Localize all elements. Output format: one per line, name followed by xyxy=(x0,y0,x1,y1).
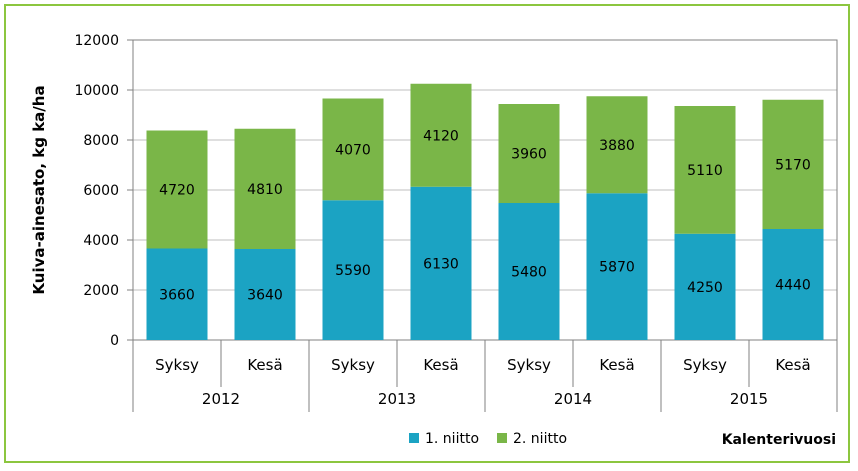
bar-segment-1 xyxy=(674,233,736,340)
data-label: 5170 xyxy=(775,157,811,173)
bar-segment-1 xyxy=(322,200,384,340)
bar-segment-2 xyxy=(498,104,560,203)
bar-segment-2 xyxy=(146,130,208,249)
data-label: 5480 xyxy=(511,265,547,281)
x-tick-label: Syksy xyxy=(507,356,551,374)
bar-segment-2 xyxy=(322,98,384,201)
y-tick-label: 0 xyxy=(110,333,119,349)
bar-segment-1 xyxy=(146,248,208,340)
x-tick-label: Syksy xyxy=(155,356,199,374)
bar-segment-2 xyxy=(234,128,296,249)
data-label: 5590 xyxy=(335,263,371,279)
x-group-label: 2014 xyxy=(554,390,592,408)
bar-segment-1 xyxy=(234,249,296,340)
x-group-label: 2013 xyxy=(378,390,416,408)
data-label: 3960 xyxy=(511,147,547,163)
data-label: 6130 xyxy=(423,256,459,272)
x-group-label: 2015 xyxy=(730,390,768,408)
data-label: 4070 xyxy=(335,142,371,158)
data-label: 3660 xyxy=(159,287,195,303)
y-tick-label: 2000 xyxy=(83,283,119,299)
bar-segment-1 xyxy=(762,229,824,340)
data-label: 5110 xyxy=(687,163,723,179)
bar-segment-2 xyxy=(674,106,736,234)
data-label: 4440 xyxy=(775,278,811,294)
legend: 1. niitto 2. niitto xyxy=(409,431,567,447)
x-tick-label: Kesä xyxy=(775,356,810,374)
y-axis-label: Kuiva-ainesato, kg ka/ha xyxy=(30,85,48,294)
bar-segment-1 xyxy=(498,203,560,340)
x-group-label: 2012 xyxy=(202,390,240,408)
x-tick-label: Syksy xyxy=(331,356,375,374)
data-label: 3880 xyxy=(599,138,635,154)
bar-segment-1 xyxy=(410,186,472,340)
bar-segment-2 xyxy=(762,99,824,229)
bar-segment-2 xyxy=(586,96,648,194)
x-tick-label: Syksy xyxy=(683,356,727,374)
data-label: 4810 xyxy=(247,182,283,198)
data-label: 4120 xyxy=(423,128,459,144)
data-label: 4720 xyxy=(159,183,195,199)
y-tick-label: 10000 xyxy=(74,83,119,99)
legend-swatch-2 xyxy=(497,433,507,443)
x-tick-label: Kesä xyxy=(247,356,282,374)
y-tick-label: 4000 xyxy=(83,233,119,249)
data-label: 3640 xyxy=(247,288,283,304)
x-axis-title: Kalenterivuosi xyxy=(722,432,836,448)
y-tick-label: 6000 xyxy=(83,183,119,199)
bar-segment-1 xyxy=(586,193,648,340)
legend-label-1: 1. niitto xyxy=(425,431,479,447)
bar-segment-2 xyxy=(410,83,472,187)
x-tick-label: Kesä xyxy=(423,356,458,374)
data-label: 4250 xyxy=(687,280,723,296)
data-label: 5870 xyxy=(599,260,635,276)
legend-label-2: 2. niitto xyxy=(513,431,567,447)
y-tick-label: 8000 xyxy=(83,133,119,149)
x-tick-label: Kesä xyxy=(599,356,634,374)
y-tick-label: 12000 xyxy=(74,33,119,49)
legend-swatch-1 xyxy=(409,433,419,443)
